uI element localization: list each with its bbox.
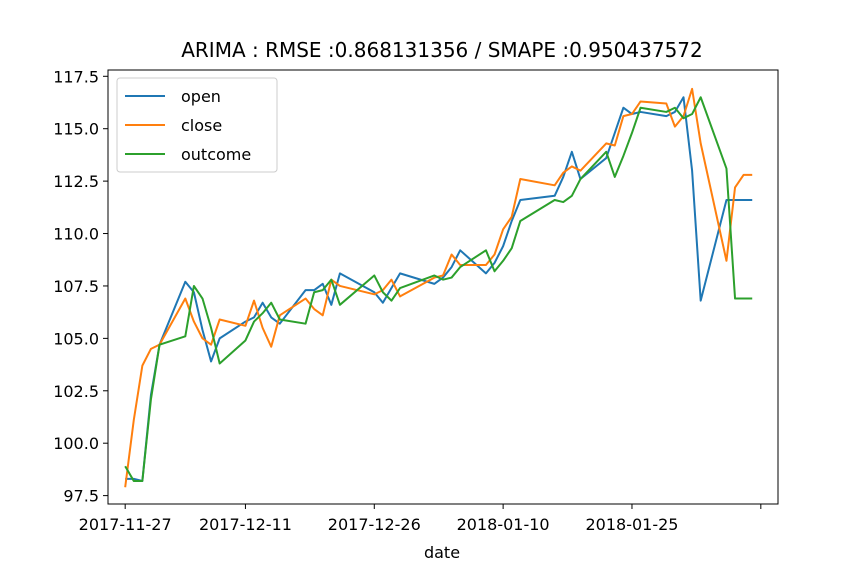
y-tick-label: 112.5 <box>53 172 99 191</box>
x-axis-label: date <box>424 543 460 562</box>
x-tick-label: 2018-01-10 <box>457 515 550 534</box>
y-tick-label: 107.5 <box>53 277 99 296</box>
legend-label-outcome: outcome <box>181 145 251 164</box>
plot-frame <box>107 69 779 505</box>
y-tick-label: 100.0 <box>53 434 99 453</box>
x-tick-label: 2018-01-25 <box>585 515 678 534</box>
y-tick-label: 102.5 <box>53 382 99 401</box>
y-tick-label: 97.5 <box>63 487 99 506</box>
y-tick-label: 110.0 <box>53 225 99 244</box>
x-axis: 2017-11-27 2017-12-11 2017-12-26 2018-01-10… <box>79 504 762 534</box>
chart-title: ARIMA : RMSE :0.868131356 / SMAPE :0.950… <box>181 38 703 62</box>
legend: open close outcome <box>116 77 278 173</box>
y-tick-label: 115.0 <box>53 120 99 139</box>
plot-area <box>124 87 753 488</box>
y-axis: 97.5 100.0 102.5 105.0 107.5 110.0 112.5 115.0 1… <box>53 67 108 506</box>
y-tick-label: 105.0 <box>53 329 99 348</box>
legend-label-open: open <box>181 87 221 106</box>
y-tick-label: 117.5 <box>53 67 99 86</box>
legend-label-close: close <box>181 116 222 135</box>
series-line-open <box>125 96 753 482</box>
legend-box <box>116 77 278 173</box>
series-line-outcome <box>124 96 753 482</box>
x-tick-label: 2017-12-26 <box>328 515 421 534</box>
x-tick-label: 2017-11-27 <box>79 515 172 534</box>
x-tick-label: 2017-12-11 <box>199 515 292 534</box>
